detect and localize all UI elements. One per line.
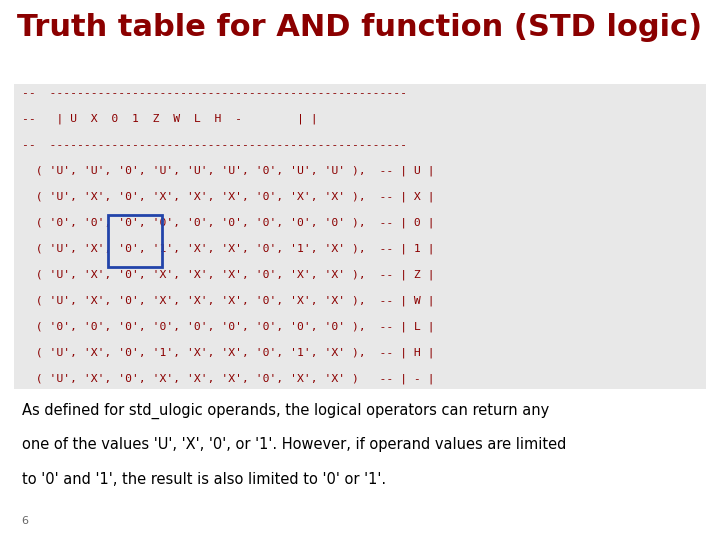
Text: ( '0', '0', '0', '0', '0', '0', '0', '0', '0' ),  -- | 0 |: ( '0', '0', '0', '0', '0', '0', '0', '0'…: [22, 218, 434, 228]
Text: ( '0', '0', '0', '0', '0', '0', '0', '0', '0' ),  -- | L |: ( '0', '0', '0', '0', '0', '0', '0', '0'…: [22, 321, 434, 332]
Text: --   | U  X  0  1  Z  W  L  H  -        | |: -- | U X 0 1 Z W L H - | |: [22, 114, 318, 124]
Text: one of the values 'U', 'X', '0', or '1'. However, if operand values are limited: one of the values 'U', 'X', '0', or '1'.…: [22, 437, 566, 453]
Text: ( 'U', 'X', '0', 'X', 'X', 'X', '0', 'X', 'X' ),  -- | X |: ( 'U', 'X', '0', 'X', 'X', 'X', '0', 'X'…: [22, 192, 434, 202]
Text: ( 'U', 'X', '0', 'X', 'X', 'X', '0', 'X', 'X' )   -- | - |: ( 'U', 'X', '0', 'X', 'X', 'X', '0', 'X'…: [22, 373, 434, 383]
Text: ( 'U', 'X', '0', '1', 'X', 'X', '0', '1', 'X' ),  -- | H |: ( 'U', 'X', '0', '1', 'X', 'X', '0', '1'…: [22, 347, 434, 357]
Text: ( 'U', 'U', '0', 'U', 'U', 'U', '0', 'U', 'U' ),  -- | U |: ( 'U', 'U', '0', 'U', 'U', 'U', '0', 'U'…: [22, 166, 434, 176]
Text: ( 'U', 'X', '0', 'X', 'X', 'X', '0', 'X', 'X' ),  -- | W |: ( 'U', 'X', '0', 'X', 'X', 'X', '0', 'X'…: [22, 295, 434, 306]
Text: ( 'U', 'X', '0', 'X', 'X', 'X', '0', 'X', 'X' ),  -- | Z |: ( 'U', 'X', '0', 'X', 'X', 'X', '0', 'X'…: [22, 269, 434, 280]
Text: ( 'U', 'X', '0', '1', 'X', 'X', '0', '1', 'X' ),  -- | 1 |: ( 'U', 'X', '0', '1', 'X', 'X', '0', '1'…: [22, 244, 434, 254]
Text: 6: 6: [22, 516, 29, 526]
Text: Truth table for AND function (STD logic): Truth table for AND function (STD logic): [17, 14, 703, 43]
Text: --  ----------------------------------------------------: -- -------------------------------------…: [22, 88, 407, 98]
Bar: [14, 84, 706, 389]
Text: --  ----------------------------------------------------: -- -------------------------------------…: [22, 140, 407, 150]
Text: to '0' and '1', the result is also limited to '0' or '1'.: to '0' and '1', the result is also limit…: [22, 472, 386, 488]
Text: As defined for std_ulogic operands, the logical operators can return any: As defined for std_ulogic operands, the …: [22, 402, 549, 418]
Bar: [108, 215, 161, 267]
